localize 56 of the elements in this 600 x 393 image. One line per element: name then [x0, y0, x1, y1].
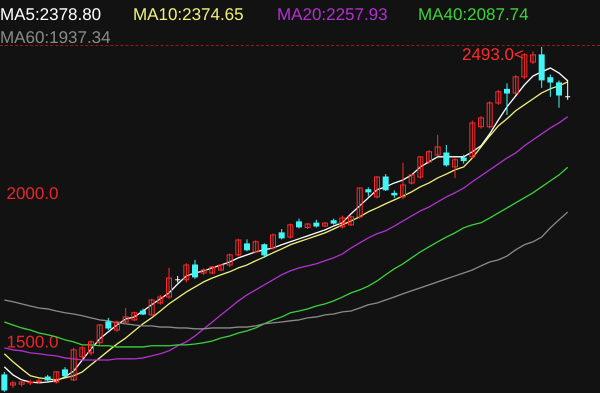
candlestick: [114, 320, 120, 332]
candlestick: [53, 370, 60, 384]
candlestick: [270, 232, 276, 250]
candlestick: [417, 156, 424, 179]
candlestick: [382, 174, 389, 192]
candlestick: [504, 82, 510, 116]
candlestick: [252, 240, 259, 254]
candlestick: [348, 215, 354, 227]
candlestick: [105, 317, 112, 331]
text: MA10:2374.65: [133, 4, 245, 25]
candlestick: [122, 308, 129, 325]
y-tick-label: 2000.0: [6, 184, 58, 203]
y-tick-label: 1500.0: [6, 332, 58, 352]
candlestick: [469, 120, 476, 159]
candlestick: [192, 259, 198, 280]
candlestick: [512, 74, 519, 96]
candlestick: [478, 116, 484, 130]
candlestick: [62, 366, 68, 378]
candlestick: [426, 150, 432, 164]
candlestick: [547, 74, 554, 98]
candlestick: [183, 262, 190, 283]
candlestick: [79, 346, 86, 359]
candlestick: [148, 298, 155, 316]
candlestick: [356, 186, 363, 220]
candlestick: [296, 218, 302, 229]
candlestick: [556, 80, 562, 108]
candlestick: [166, 267, 172, 300]
candlestick: [495, 89, 502, 106]
line-series: [4, 116, 568, 361]
candlestick: [157, 294, 164, 306]
candlestick: [96, 324, 103, 346]
candlestick: [1, 371, 8, 392]
candlestick: [226, 253, 233, 268]
text: MA20:2257.93: [277, 4, 389, 25]
candlestick: [443, 144, 450, 168]
candlestick: [235, 238, 242, 257]
text: MA5:2378.80: [0, 4, 102, 25]
line-series: [4, 211, 568, 330]
candlestick: [339, 215, 346, 229]
candlestick: [400, 162, 406, 200]
text: MA40:2087.74: [418, 4, 529, 25]
candlestick: [244, 238, 250, 252]
candlestick: [261, 242, 268, 258]
candlestick: [452, 158, 458, 178]
candlestick: [374, 176, 380, 199]
annotation: 2493.0<: [462, 45, 524, 65]
candlestick: [408, 174, 415, 185]
candlestick: [278, 228, 285, 240]
candlestick: [131, 311, 138, 322]
text: MA60:1937.34: [0, 27, 112, 48]
candlestick: [486, 100, 493, 130]
candlestick: [70, 347, 77, 382]
candlestick: [434, 134, 441, 157]
candlestick: [530, 50, 536, 65]
candlestick: [88, 340, 94, 356]
candlestick: [287, 223, 294, 240]
